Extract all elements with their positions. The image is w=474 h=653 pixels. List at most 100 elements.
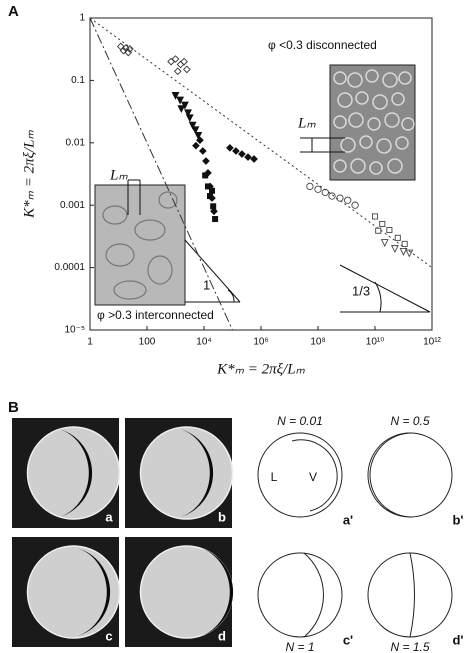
photo-label: d [218, 628, 226, 643]
photo-label: b [218, 509, 226, 524]
photo-vapor [180, 429, 214, 517]
annotation: 1 [203, 277, 210, 292]
schematic-cell [367, 552, 453, 638]
data-point [226, 144, 234, 152]
schematic-cell [257, 552, 343, 638]
data-point [167, 57, 175, 66]
data-point [328, 192, 336, 200]
data-point [238, 150, 246, 158]
panel-label: B [8, 399, 19, 416]
photo-cell [26, 426, 121, 520]
n-label: N = 0.01 [277, 414, 323, 428]
scale-markers [127, 137, 431, 313]
schematic-cell [257, 432, 343, 518]
x-tick-label: 100 [139, 337, 156, 348]
data-point [191, 126, 200, 135]
data-point [198, 147, 207, 155]
panel-label: A [8, 3, 19, 20]
x-tick-label: 1 [87, 337, 93, 348]
reference-line [89, 17, 233, 331]
reference-line [89, 17, 433, 269]
interface [303, 552, 324, 638]
data-point [371, 213, 379, 220]
photo-grid: a b c d [12, 418, 234, 647]
data-point [184, 109, 192, 118]
x-axis-label: K*ₘ = 2πξ/Lₘ [216, 361, 305, 377]
schematic-grid: N = 0.01 a' N = 0.5 b' N = 1 c' N = 1.5 d' L V [257, 414, 464, 653]
data-point [206, 193, 213, 200]
schematic-cell [367, 432, 453, 518]
data-point [171, 55, 180, 63]
photo-vapor [200, 548, 234, 636]
schematic-label: b' [452, 512, 463, 527]
data-point [171, 91, 180, 100]
x-tick-label: 10⁶ [253, 337, 268, 348]
photo-vapor [59, 429, 93, 517]
data-point [126, 45, 134, 53]
data-point [180, 57, 188, 66]
data-point [192, 141, 200, 150]
y-tick-label: 0.01 [66, 137, 86, 148]
data-point [212, 216, 219, 223]
data-point [177, 105, 186, 114]
data-point [176, 96, 185, 105]
x-tick-label: 10¹² [423, 337, 441, 348]
data-point [379, 220, 386, 227]
data-point [208, 187, 216, 194]
phase-label: V [309, 470, 317, 484]
data-point [250, 155, 258, 163]
photo-cell [139, 426, 234, 520]
data-point [232, 147, 240, 155]
data-point [194, 132, 203, 140]
data-point [386, 227, 393, 234]
interface [291, 439, 338, 512]
photo-label: c [105, 628, 112, 643]
data-point [196, 136, 204, 145]
annotation: φ >0.3 interconnected [97, 308, 214, 322]
photo-vapor [77, 548, 111, 636]
data-point [351, 201, 359, 209]
data-point [344, 196, 352, 204]
data-point [394, 234, 401, 241]
interface [409, 552, 415, 638]
annotation: φ <0.3 disconnected [268, 38, 377, 52]
y-tick-label: 10⁻⁵ [64, 325, 85, 336]
data-point [173, 67, 182, 76]
n-label: N = 1.5 [390, 640, 429, 653]
data-point [210, 207, 218, 216]
data-point [183, 65, 191, 74]
x-tick-label: 10⁸ [310, 337, 325, 348]
n-label: N = 0.5 [390, 414, 429, 428]
data-point [405, 249, 414, 258]
inset-texture [102, 191, 178, 300]
data-point [202, 157, 210, 165]
data-point [185, 114, 194, 123]
schematic-label: a' [343, 512, 353, 527]
annotation: Lₘ [297, 115, 316, 131]
schematic-label: c' [343, 632, 353, 647]
y-tick-label: 0.0001 [54, 262, 85, 273]
data-point [119, 46, 128, 55]
x-tick-label: 10¹⁰ [366, 337, 384, 348]
y-tick-label: 0.001 [60, 200, 85, 211]
x-tick-label: 10⁴ [196, 337, 211, 348]
y-tick-label: 1 [79, 13, 85, 24]
data-point [401, 240, 408, 247]
data-point [210, 203, 217, 210]
data-point [380, 239, 389, 247]
data-point [375, 227, 382, 234]
photo-label: a [105, 509, 113, 524]
data-point [314, 185, 322, 193]
n-label: N = 1 [285, 640, 314, 653]
y-tick-label: 0.1 [71, 75, 85, 86]
data-point [188, 121, 197, 130]
schematic-label: d' [452, 632, 463, 647]
y-axis-label: K*ₘ = 2πξ/Lₘ [21, 129, 37, 218]
data-point [306, 182, 314, 191]
data-point [399, 248, 408, 256]
data-point [202, 172, 209, 179]
data-point [390, 245, 399, 254]
annotation: 1/3 [352, 283, 370, 298]
